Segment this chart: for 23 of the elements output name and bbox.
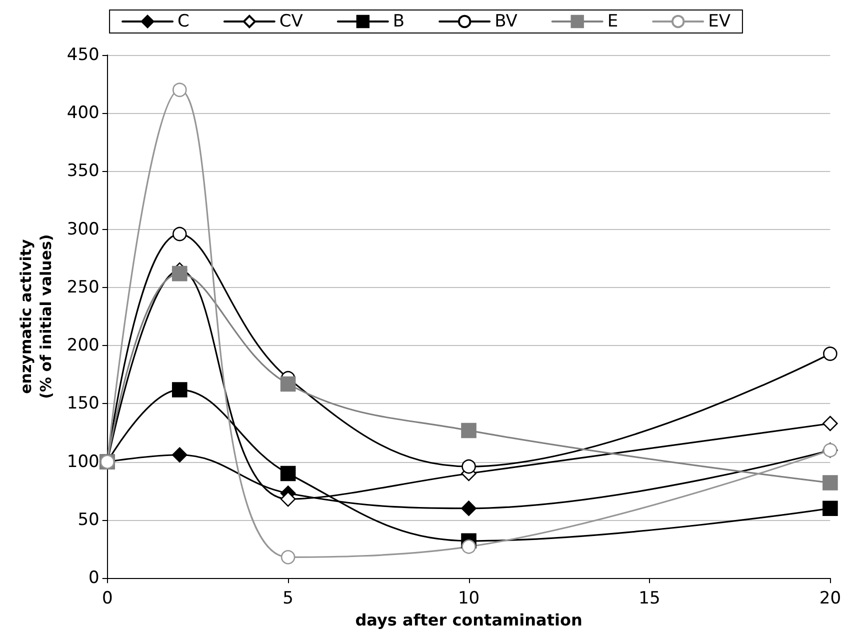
y-tick-label: 200 — [66, 336, 100, 356]
x-tick-label: 10 — [458, 588, 480, 609]
y-tick-label: 150 — [66, 394, 100, 414]
legend-label: EV — [708, 12, 731, 32]
x-tick-label: 0 — [102, 588, 113, 609]
y-tick-label: 450 — [66, 45, 100, 65]
y-tick-label: 50 — [78, 510, 100, 530]
x-tick-label: 5 — [282, 588, 294, 609]
x-tick-label: 15 — [638, 588, 660, 609]
x-tick-label: 20 — [819, 588, 842, 609]
y-tick-label: 250 — [66, 277, 100, 298]
legend-label: BV — [494, 12, 518, 32]
y-tick-label: 0 — [88, 568, 100, 588]
y-tick-label: 400 — [66, 103, 100, 124]
y-tick-label: 300 — [66, 219, 100, 240]
legend-label: B — [392, 12, 405, 32]
y-axis-title: enzymatic activity (% of initial values) — [17, 234, 55, 399]
y-tick-label: 350 — [66, 161, 100, 182]
legend-label: E — [607, 12, 618, 32]
legend-label: C — [178, 12, 190, 32]
legend-label: CV — [279, 12, 304, 32]
y-tick-label: 100 — [66, 452, 100, 472]
x-axis-title: days after contamination — [355, 610, 582, 630]
